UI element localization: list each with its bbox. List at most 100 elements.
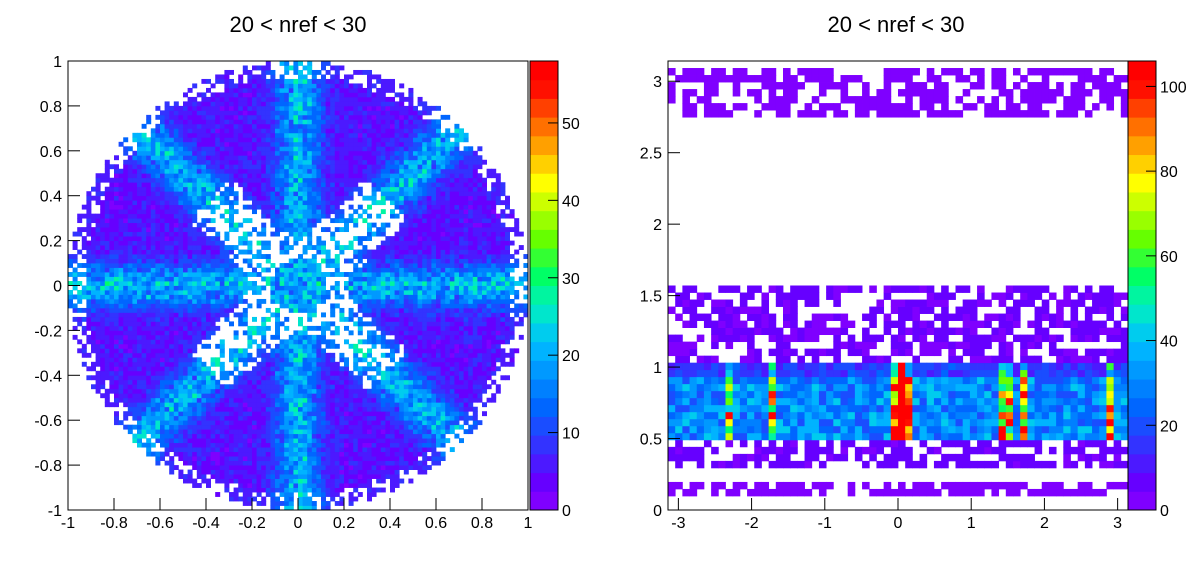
heatmap-cell: [242, 195, 248, 201]
heatmap-cell: [215, 245, 221, 250]
heatmap-cell: [187, 227, 193, 233]
heatmap-cell: [183, 321, 188, 327]
heatmap-cell: [196, 411, 202, 417]
heatmap-cell: [242, 447, 248, 453]
heatmap-cell: [215, 312, 221, 318]
heatmap-cell: [118, 384, 124, 390]
heatmap-cell: [146, 213, 152, 219]
heatmap-cell: [380, 303, 386, 309]
heatmap-cell: [371, 379, 377, 385]
heatmap-cell: [261, 240, 267, 246]
heatmap-cell: [219, 478, 225, 484]
heatmap-cell: [344, 402, 349, 408]
heatmap-cell: [146, 281, 152, 286]
heatmap-cell: [252, 438, 257, 444]
heatmap-cell: [284, 474, 290, 479]
heatmap-cell: [265, 200, 271, 206]
heatmap-cell: [95, 388, 101, 394]
heatmap-cell: [187, 209, 193, 215]
heatmap-cell: [173, 375, 179, 381]
heatmap-cell: [357, 155, 363, 161]
heatmap-cell: [229, 173, 234, 179]
heatmap-cell: [247, 281, 253, 286]
heatmap-cell: [348, 330, 354, 336]
heatmap-cell: [275, 357, 280, 363]
heatmap-cell: [219, 191, 225, 197]
heatmap-cell: [298, 159, 303, 165]
heatmap-cell: [371, 128, 377, 134]
heatmap-cell: [215, 128, 221, 134]
heatmap-cell: [275, 447, 280, 453]
heatmap-cell: [362, 388, 368, 394]
heatmap-cell: [100, 330, 106, 336]
heatmap-cell: [325, 438, 331, 444]
heatmap-cell: [86, 240, 92, 246]
heatmap-cell: [302, 132, 308, 138]
heatmap-cell: [187, 366, 193, 372]
heatmap-cell: [362, 370, 368, 376]
heatmap-cell: [160, 191, 165, 197]
heatmap-cell: [302, 294, 308, 300]
heatmap-cell: [270, 294, 276, 300]
heatmap-cell: [155, 375, 161, 381]
heatmap-cell: [353, 137, 359, 143]
heatmap-cell: [275, 222, 280, 228]
heatmap-cell: [206, 483, 211, 488]
heatmap-cell: [118, 245, 124, 250]
heatmap-cell: [321, 411, 326, 417]
heatmap-cell: [233, 460, 239, 466]
heatmap-cell: [357, 168, 363, 174]
heatmap-cell: [348, 155, 354, 161]
heatmap-cell: [192, 483, 198, 488]
heatmap-cell: [270, 388, 276, 394]
heatmap-cell: [100, 258, 106, 264]
heatmap-cell: [252, 114, 257, 120]
heatmap-cell: [109, 276, 115, 282]
heatmap-cell: [362, 101, 368, 107]
heatmap-cell: [192, 429, 198, 435]
heatmap-cell: [233, 164, 239, 170]
heatmap-cell: [183, 406, 188, 412]
heatmap-cell: [302, 272, 308, 277]
heatmap-cell: [288, 137, 294, 143]
heatmap-cell: [118, 236, 124, 241]
heatmap-cell: [137, 352, 142, 358]
heatmap-cell: [224, 397, 230, 403]
heatmap-cell: [316, 433, 322, 439]
heatmap-cell: [311, 258, 317, 264]
heatmap-cell: [279, 227, 285, 233]
heatmap-cell: [192, 370, 198, 376]
heatmap-cell: [238, 496, 244, 502]
heatmap-cell: [114, 388, 119, 394]
heatmap-cell: [206, 96, 211, 102]
heatmap-cell: [127, 321, 133, 327]
heatmap-cell: [334, 474, 340, 479]
heatmap-cell: [77, 339, 83, 345]
heatmap-cell: [187, 330, 193, 336]
heatmap-cell: [86, 307, 92, 313]
heatmap-cell: [146, 339, 152, 345]
heatmap-cell: [91, 375, 96, 381]
heatmap-cell: [215, 307, 221, 313]
heatmap-cell: [100, 267, 106, 273]
heatmap-cell: [196, 204, 202, 210]
heatmap-cell: [334, 182, 340, 188]
heatmap-cell: [164, 281, 170, 286]
heatmap-cell: [187, 155, 193, 161]
heatmap-cell: [284, 402, 290, 408]
heatmap-cell: [275, 146, 280, 152]
heatmap-cell: [357, 123, 363, 129]
heatmap-cell: [316, 438, 322, 444]
heatmap-cell: [367, 177, 372, 183]
heatmap-cell: [321, 65, 326, 71]
heatmap-cell: [334, 361, 340, 367]
heatmap-cell: [100, 276, 106, 282]
heatmap-cell: [141, 289, 147, 295]
heatmap-cell: [265, 281, 271, 286]
heatmap-cell: [155, 330, 161, 336]
heatmap-cell: [178, 240, 184, 246]
heatmap-cell: [91, 258, 96, 264]
heatmap-cell: [311, 411, 317, 417]
heatmap-cell: [316, 204, 322, 210]
heatmap-cell: [146, 303, 152, 309]
